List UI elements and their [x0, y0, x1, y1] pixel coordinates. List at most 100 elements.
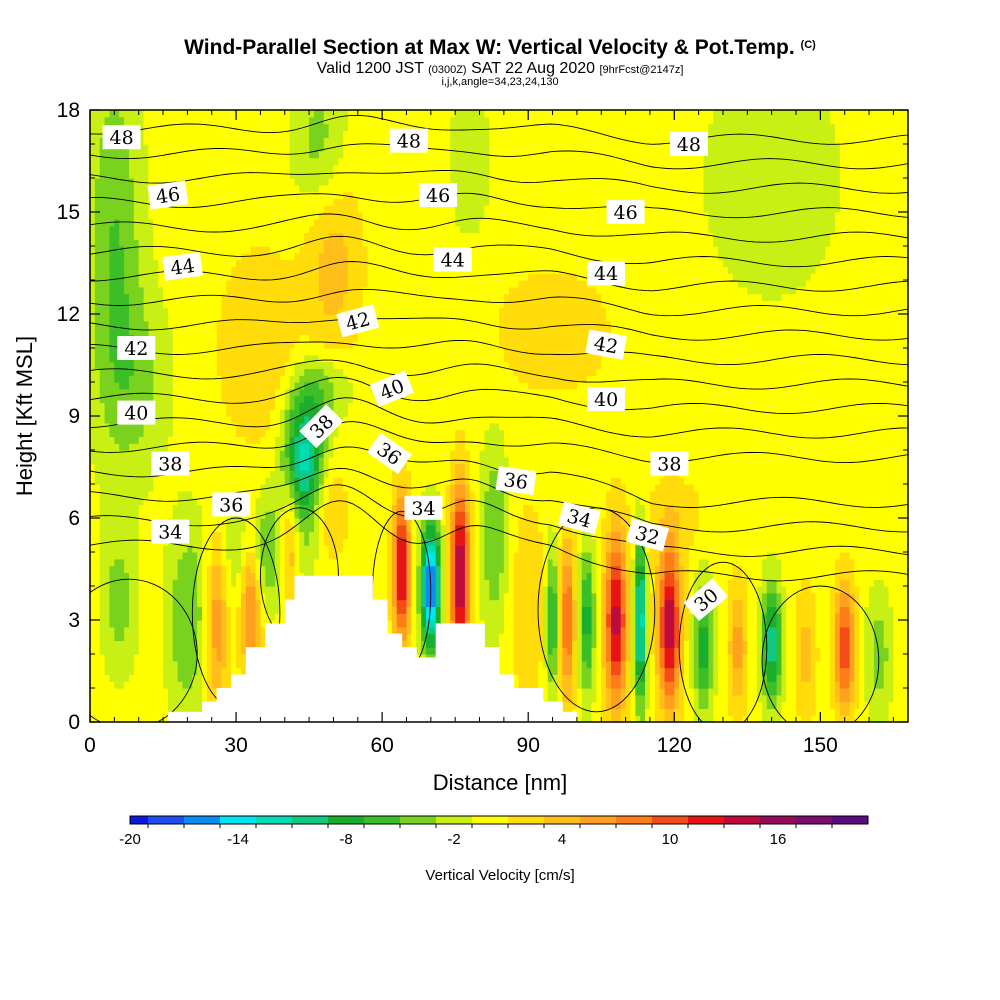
velocity-cell [576, 688, 583, 696]
velocity-cell [718, 620, 724, 628]
velocity-cell [698, 524, 705, 533]
velocity-cell [606, 647, 612, 655]
velocity-cell [903, 599, 908, 607]
velocity-cell [377, 579, 383, 587]
velocity-cell [382, 545, 388, 553]
velocity-cell [499, 599, 505, 607]
velocity-cell [688, 572, 695, 580]
velocity-cell [440, 606, 447, 614]
velocity-cell [94, 708, 101, 716]
velocity-cell [133, 572, 140, 580]
velocity-cell [766, 545, 773, 553]
velocity-cell [231, 633, 237, 641]
velocity-cell [649, 599, 656, 607]
velocity-cell [275, 606, 281, 614]
velocity-cell [591, 667, 597, 675]
velocity-cell [610, 572, 617, 580]
velocity-cell [674, 681, 680, 689]
velocity-cell [883, 545, 890, 553]
velocity-cell [898, 572, 904, 580]
velocity-cell [523, 545, 529, 553]
velocity-cell [640, 572, 646, 580]
velocity-cell [713, 538, 719, 546]
velocity-cell [839, 674, 846, 682]
velocity-cell [430, 538, 437, 546]
velocity-cell [796, 586, 802, 594]
velocity-cell [499, 667, 505, 675]
velocity-cell [601, 599, 607, 607]
velocity-cell [839, 524, 846, 533]
velocity-cell [786, 579, 792, 587]
velocity-cell [722, 606, 729, 614]
velocity-cell [810, 640, 817, 648]
velocity-cell [562, 599, 568, 607]
velocity-cell [542, 531, 549, 539]
velocity-cell [216, 633, 223, 641]
velocity-cell [260, 606, 266, 614]
velocity-cell [878, 626, 885, 635]
velocity-cell [722, 647, 729, 655]
velocity-cell [747, 565, 753, 573]
velocity-cell [537, 579, 544, 587]
velocity-cell [718, 613, 724, 621]
velocity-cell [883, 688, 890, 696]
velocity-cell [109, 620, 115, 628]
velocity-cell [849, 640, 856, 648]
velocity-cell [513, 681, 520, 689]
velocity-cell [825, 647, 831, 655]
velocity-cell [231, 660, 237, 669]
velocity-cell [591, 572, 597, 580]
velocity-cell [221, 538, 227, 546]
velocity-cell [124, 701, 130, 709]
velocity-cell [761, 694, 768, 703]
velocity-cell [718, 715, 724, 722]
velocity-cell [873, 586, 880, 594]
velocity-cell [542, 640, 549, 648]
velocity-cell [732, 647, 739, 655]
velocity-cell [674, 599, 680, 607]
velocity-cell [796, 667, 802, 675]
velocity-cell [888, 708, 894, 716]
velocity-cell [888, 626, 894, 635]
velocity-cell [109, 681, 115, 689]
velocity-cell [805, 524, 812, 533]
velocity-cell [903, 606, 908, 614]
velocity-cell [893, 633, 899, 641]
velocity-cell [810, 572, 817, 580]
velocity-cell [800, 694, 807, 703]
velocity-cell [625, 626, 632, 635]
velocity-cell [898, 606, 904, 614]
velocity-cell [766, 538, 773, 546]
velocity-cell [776, 674, 783, 682]
velocity-cell [387, 565, 393, 573]
velocity-cell [201, 524, 208, 533]
velocity-cell [499, 538, 505, 546]
velocity-cell [201, 694, 208, 703]
velocity-cell [547, 640, 554, 648]
velocity-cell [800, 681, 807, 689]
velocity-cell [430, 545, 437, 553]
velocity-cell [796, 640, 802, 648]
velocity-cell [771, 633, 778, 641]
velocity-cell [206, 647, 213, 655]
velocity-cell [445, 572, 451, 580]
velocity-cell [883, 565, 890, 573]
velocity-cell [416, 586, 422, 594]
velocity-cell [810, 524, 817, 533]
velocity-cell [586, 667, 593, 675]
velocity-cell [615, 688, 622, 696]
velocity-cell [270, 592, 276, 601]
velocity-cell [727, 579, 734, 587]
velocity-cell [615, 674, 622, 682]
velocity-cell [596, 620, 602, 628]
velocity-cell [625, 715, 632, 722]
velocity-cell [800, 633, 807, 641]
velocity-cell [844, 613, 851, 621]
velocity-cell [260, 579, 266, 587]
velocity-cell [177, 565, 184, 573]
velocity-cell [109, 674, 115, 682]
velocity-cell [606, 674, 612, 682]
velocity-cell [654, 592, 661, 601]
velocity-cell [343, 552, 349, 560]
velocity-cell [620, 524, 627, 533]
